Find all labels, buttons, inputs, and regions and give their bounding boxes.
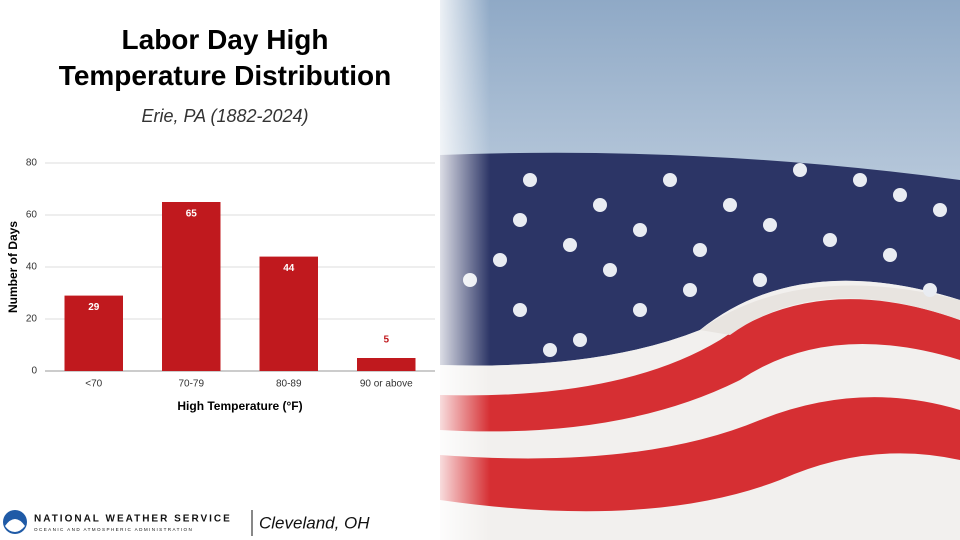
x-axis-label: High Temperature (°F) — [177, 399, 302, 413]
y-tick-label: 40 — [26, 262, 38, 273]
chart-title: Labor Day High Temperature Distribution — [58, 24, 392, 91]
data-label: 29 — [88, 302, 100, 313]
flag-photo — [430, 0, 960, 540]
x-tick-label: 80-89 — [276, 379, 302, 390]
x-tick-label: 70-79 — [178, 379, 204, 390]
bar — [162, 202, 221, 371]
y-tick-label: 60 — [26, 210, 38, 221]
agency: NATIONAL WEATHER SERVICE — [34, 514, 232, 525]
x-tick-label: <70 — [85, 379, 102, 390]
data-label: 65 — [186, 209, 198, 220]
bar — [259, 256, 318, 371]
bar — [64, 295, 123, 371]
y-tick-label: 0 — [31, 366, 37, 377]
agency-sub: OCEANIC AND ATMOSPHERIC ADMINISTRATION — [34, 527, 193, 532]
data-label: 5 — [383, 335, 389, 346]
x-tick-label: 90 or above — [360, 379, 413, 390]
footer: NATIONAL WEATHER SERVICE OCEANIC AND ATM… — [3, 510, 370, 536]
bar — [357, 358, 416, 371]
y-tick-label: 80 — [26, 158, 38, 169]
data-label: 44 — [283, 263, 295, 274]
y-axis-label: Number of Days — [6, 221, 20, 313]
y-tick-label: 20 — [26, 314, 38, 325]
chart-subtitle: Erie, PA (1882-2024) — [141, 106, 309, 126]
office: Cleveland, OH — [259, 513, 370, 532]
